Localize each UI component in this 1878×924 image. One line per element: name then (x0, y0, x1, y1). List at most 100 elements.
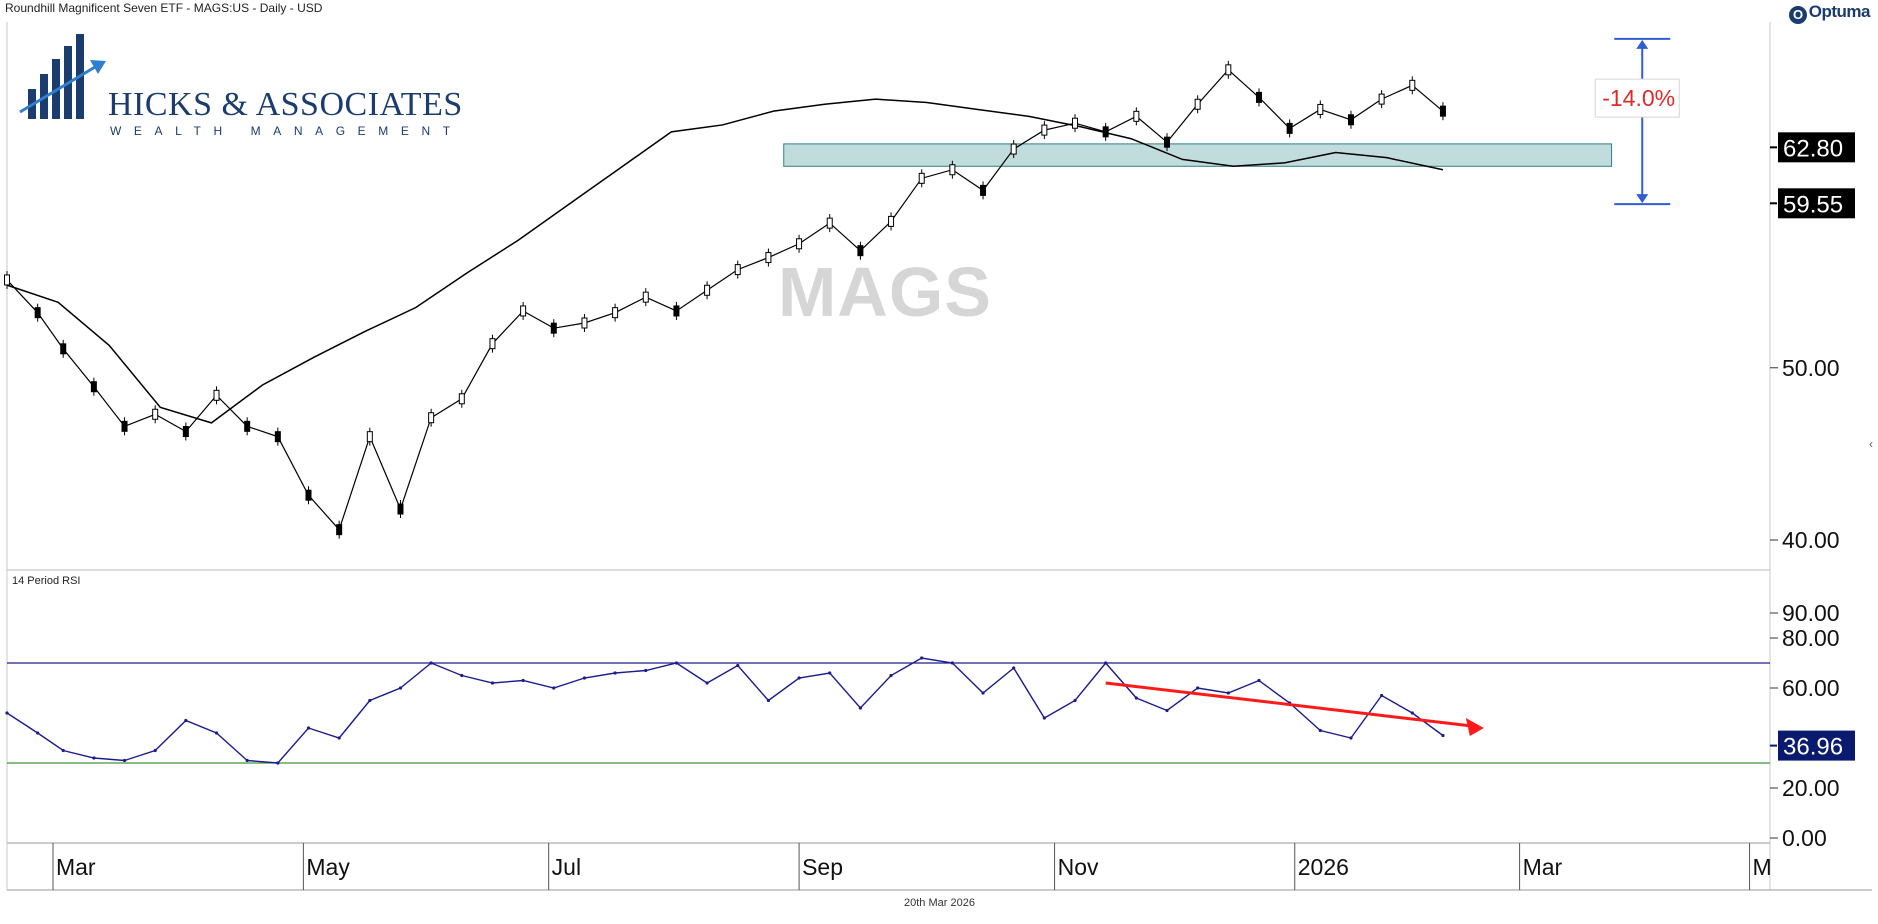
rsi-point (122, 758, 127, 763)
price-candle (1194, 98, 1201, 110)
rsi-point (858, 706, 862, 710)
rsi-point (61, 748, 65, 753)
rsi-point (1380, 693, 1384, 698)
measure-label-text: -14.0% (1602, 85, 1675, 111)
price-candle (90, 381, 97, 393)
price-label-text: 62.80 (1783, 135, 1843, 162)
rsi-point (1104, 661, 1108, 665)
rsi-point (674, 661, 679, 665)
price-candle (1378, 93, 1385, 105)
rsi-point (490, 681, 495, 685)
rsi-point (306, 726, 311, 730)
x-axis-tick-label: 2026 (1298, 854, 1349, 880)
price-candle (1164, 136, 1171, 148)
price-candle (428, 412, 435, 424)
rsi-point (184, 718, 188, 723)
price-y-tick-label: 50.00 (1782, 355, 1840, 381)
rsi-y-tick-label: 20.00 (1782, 775, 1840, 801)
price-candle (274, 431, 281, 443)
rsi-point (460, 673, 464, 678)
rsi-y-tick-label: 90.00 (1782, 600, 1840, 626)
price-candle (1317, 103, 1324, 115)
price-candle (397, 503, 404, 515)
rsi-trendline (1105, 681, 1473, 728)
x-axis-tick-label: Nov (1058, 854, 1099, 880)
rsi-point (36, 731, 40, 735)
rsi-point (981, 691, 985, 695)
price-candle (458, 393, 465, 405)
rsi-point (797, 676, 801, 680)
rsi-line (6, 657, 1444, 764)
collapse-panel-icon[interactable]: ‹ (1869, 437, 1873, 451)
price-candle (1409, 79, 1416, 91)
price-candle (826, 217, 833, 229)
rsi-point (1318, 728, 1322, 733)
price-candle (612, 307, 619, 319)
rsi-point (920, 656, 924, 660)
measure-arrow-down-icon (1636, 194, 1649, 204)
x-axis-tick-label: May (306, 854, 350, 880)
rsi-point (337, 736, 341, 740)
firm-logo-subtitle: WEALTH MANAGEMENT (110, 124, 463, 138)
rsi-point (1134, 696, 1138, 700)
measure-label-box (1594, 78, 1680, 118)
price-candle (704, 284, 711, 296)
x-axis-tick-label: Jul (552, 854, 581, 880)
rsi-point (398, 686, 403, 690)
rsi-point (429, 661, 433, 665)
price-candle (734, 264, 741, 276)
rsi-point (214, 731, 219, 735)
chart-header-title: Roundhill Magnificent Seven ETF - MAGS:U… (5, 1, 323, 15)
price-line (6, 68, 1444, 531)
price-candle (1133, 110, 1140, 122)
rsi-point (1349, 736, 1353, 740)
rsi-trendline-arrow-icon (1465, 718, 1484, 736)
rsi-point (1257, 678, 1261, 683)
price-y-tick-label: 40.00 (1782, 527, 1840, 553)
price-candle (520, 305, 527, 317)
rsi-point (736, 663, 740, 668)
price-candle (121, 420, 128, 432)
price-candle (60, 343, 67, 355)
price-candle (642, 291, 649, 303)
optuma-logo-icon: O (1788, 6, 1807, 24)
rsi-point (705, 681, 709, 685)
rsi-point (1165, 708, 1169, 713)
measure-arrow-up-icon (1636, 39, 1649, 49)
rsi-point (1196, 686, 1200, 690)
x-axis-tick-label: Mar (1523, 854, 1563, 880)
price-candle (4, 274, 10, 286)
price-label-box (1778, 132, 1855, 163)
price-label-box (1778, 188, 1855, 219)
rsi-point (276, 761, 280, 765)
rsi-point (828, 671, 832, 675)
rsi-point (92, 756, 96, 760)
rsi-point (1441, 733, 1445, 738)
price-candle (949, 164, 956, 176)
rsi-point (766, 698, 771, 703)
moving-average-line (6, 98, 1444, 424)
rsi-point (1012, 666, 1016, 670)
price-candle (1286, 122, 1293, 134)
price-candle (581, 317, 588, 329)
price-candle (244, 420, 251, 432)
x-axis-tick-label: Sep (802, 854, 843, 880)
price-candle (1102, 126, 1109, 138)
rsi-panel-label: 14 Period RSI (12, 575, 81, 587)
price-candle (918, 172, 925, 184)
rsi-y-tick-label: 80.00 (1782, 625, 1840, 651)
rsi-point (950, 661, 954, 665)
rsi-point (1073, 698, 1077, 703)
rsi-point (613, 671, 617, 675)
rsi-y-tick-label: 0.00 (1782, 825, 1827, 851)
price-candle (1255, 91, 1262, 103)
rsi-value-text: 36.96 (1783, 734, 1843, 761)
building-logo-icon (19, 34, 106, 119)
price-candle (1010, 143, 1017, 155)
price-candle (857, 245, 864, 257)
rsi-point (552, 686, 556, 690)
rsi-point (368, 698, 372, 703)
price-candle (1225, 64, 1232, 76)
rsi-point (1226, 691, 1230, 695)
